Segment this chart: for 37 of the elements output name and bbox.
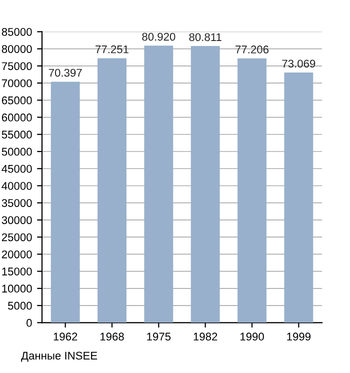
- y-tick-label: 20000: [2, 250, 32, 258]
- data-label: 80.811: [189, 33, 222, 42]
- y-tick-label: 50000: [2, 148, 32, 156]
- bar: [98, 58, 126, 323]
- x-tick-label: 1962: [54, 332, 78, 341]
- y-tick-label: 80000: [2, 45, 32, 53]
- data-label: 77.206: [236, 46, 269, 54]
- data-label: 80.920: [142, 32, 176, 41]
- data-label: 70.397: [48, 68, 82, 77]
- x-tick-label: 1982: [194, 332, 218, 341]
- x-tick-label: 1975: [147, 332, 171, 341]
- bar: [238, 58, 266, 323]
- y-tick-label: 40000: [2, 182, 32, 190]
- y-tick-label: 55000: [2, 130, 32, 139]
- y-tick-label: 45000: [2, 164, 32, 173]
- y-tick-label: 35000: [2, 199, 32, 207]
- bar: [190, 46, 220, 323]
- x-tick-label: 1999: [287, 332, 310, 341]
- text: Данные INSEE: [21, 352, 98, 362]
- y-tick-label: 65000: [2, 96, 32, 104]
- data-label: 73.069: [282, 60, 316, 68]
- y-tick-label: 75000: [2, 62, 32, 70]
- y-tick-label: 5000: [8, 302, 32, 310]
- x-tick-label: 1968: [100, 332, 124, 341]
- bar: [144, 46, 174, 323]
- y-tick-label: 30000: [2, 216, 32, 224]
- bar: [50, 82, 80, 323]
- y-tick-label: 15000: [2, 268, 32, 276]
- x-tick-label: 1990: [240, 332, 264, 341]
- y-tick-label: 60000: [2, 114, 32, 122]
- bar: [284, 72, 314, 323]
- y-tick-label: 70000: [2, 79, 32, 88]
- y-tick-label: 10000: [2, 284, 32, 293]
- data-label: 77.251: [96, 45, 128, 54]
- y-tick-label: 25000: [2, 233, 32, 242]
- y-tick-label: 85000: [2, 28, 32, 36]
- y-tick-label: 0: [26, 318, 32, 327]
